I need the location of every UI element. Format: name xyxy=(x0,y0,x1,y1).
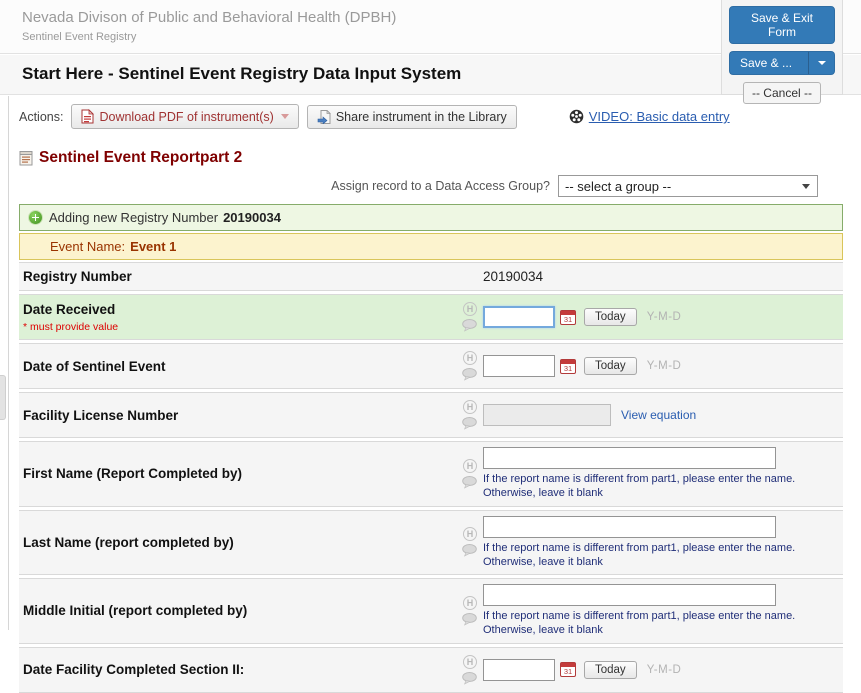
site-header: Nevada Divison of Public and Behavioral … xyxy=(0,0,861,54)
share-instrument-button[interactable]: Share instrument in the Library xyxy=(306,104,517,129)
field-row-first-name: First Name (Report Completed by) H If th… xyxy=(19,441,843,507)
assign-dag-label: Assign record to a Data Access Group? xyxy=(331,179,550,193)
form-title-row: Sentinel Event Reportpart 2 xyxy=(19,149,843,167)
actions-label: Actions: xyxy=(19,109,64,124)
pdf-icon xyxy=(81,109,95,124)
field-note: If the report name is different from par… xyxy=(483,610,796,637)
video-basic-data-entry-link[interactable]: VIDEO: Basic data entry xyxy=(588,109,730,124)
field-label: Middle Initial (report completed by) xyxy=(23,603,248,619)
first-name-input[interactable] xyxy=(483,447,776,469)
calendar-icon[interactable]: 31 xyxy=(560,358,576,374)
adding-record-text: Adding new Registry Number xyxy=(49,210,219,225)
dag-select-value: -- select a group -- xyxy=(565,179,672,194)
comment-icon[interactable] xyxy=(462,319,478,332)
today-button[interactable]: Today xyxy=(584,357,637,375)
field-label: Date of Sentinel Event xyxy=(23,358,166,374)
facility-license-number-input xyxy=(483,404,611,426)
download-pdf-button[interactable]: Download PDF of instrument(s) xyxy=(71,104,299,129)
save-button-panel: Save & Exit Form Save & ... -- Cancel -- xyxy=(721,0,843,104)
adding-record-banner: Adding new Registry Number 20190034 xyxy=(19,204,843,231)
adding-record-number: 20190034 xyxy=(223,210,281,225)
field-row-date-of-sentinel-event: Date of Sentinel Event H 31 Today Y-M-D xyxy=(19,343,843,389)
required-note: * must provide value xyxy=(23,320,119,333)
field-label: Last Name (report completed by) xyxy=(23,534,234,550)
date-of-sentinel-event-input[interactable] xyxy=(483,355,555,377)
field-row-last-name: Last Name (report completed by) H If the… xyxy=(19,509,843,576)
video-link-wrap: VIDEO: Basic data entry xyxy=(569,109,730,124)
download-pdf-label: Download PDF of instrument(s) xyxy=(99,109,274,124)
history-icon[interactable]: H xyxy=(463,595,477,610)
field-row-facility-license-number: Facility License Number H View equation xyxy=(19,392,843,438)
field-rows: Registry Number 20190034 Date Received *… xyxy=(19,262,843,693)
form-content: Actions: Download PDF of instrument(s) xyxy=(8,96,861,693)
page-title: Start Here - Sentinel Event Registry Dat… xyxy=(22,64,462,83)
cancel-button[interactable]: -- Cancel -- xyxy=(743,82,821,104)
chevron-down-icon xyxy=(802,184,810,189)
save-exit-form-button[interactable]: Save & Exit Form xyxy=(729,6,835,44)
page-heading-band: Start Here - Sentinel Event Registry Dat… xyxy=(0,55,861,95)
event-name-banner: Event Name: Event 1 xyxy=(19,233,843,260)
save-split-button: Save & ... xyxy=(729,51,835,75)
share-instrument-label: Share instrument in the Library xyxy=(335,109,507,124)
share-icon xyxy=(317,109,331,124)
calendar-icon[interactable]: 31 xyxy=(560,309,576,325)
assign-dag-row: Assign record to a Data Access Group? --… xyxy=(19,175,843,197)
date-format-label: Y-M-D xyxy=(646,663,682,676)
history-icon[interactable]: H xyxy=(463,527,477,542)
video-icon xyxy=(569,109,584,124)
field-note: If the report name is different from par… xyxy=(483,541,796,568)
history-icon[interactable]: H xyxy=(463,400,477,414)
view-equation-link[interactable]: View equation xyxy=(621,408,697,422)
site-subtitle: Sentinel Event Registry xyxy=(22,31,137,43)
field-label: Date Facility Completed Section II: xyxy=(23,662,245,678)
event-name-label: Event Name: xyxy=(50,239,126,254)
history-icon[interactable]: H xyxy=(463,654,477,669)
comment-icon[interactable] xyxy=(462,671,478,685)
field-label: Facility License Number xyxy=(23,407,179,423)
add-icon xyxy=(29,211,42,224)
today-button[interactable]: Today xyxy=(584,308,637,326)
field-label: Date Received xyxy=(23,301,116,317)
field-note: If the report name is different from par… xyxy=(483,473,796,500)
comment-icon[interactable] xyxy=(462,544,478,558)
chevron-down-icon xyxy=(280,114,289,119)
chevron-down-icon xyxy=(817,61,826,65)
comment-icon[interactable] xyxy=(462,417,478,430)
actions-row: Actions: Download PDF of instrument(s) xyxy=(19,104,843,129)
date-format-label: Y-M-D xyxy=(646,360,682,372)
date-received-input[interactable] xyxy=(483,306,555,328)
field-row-date-facility-completed: Date Facility Completed Section II: H 31… xyxy=(19,646,843,693)
middle-initial-input[interactable] xyxy=(483,584,776,607)
history-icon[interactable]: H xyxy=(463,351,477,365)
field-label: Registry Number xyxy=(23,269,132,284)
calendar-icon[interactable]: 31 xyxy=(560,662,576,678)
site-title: Nevada Divison of Public and Behavioral … xyxy=(22,9,397,26)
registry-number-value: 20190034 xyxy=(483,269,544,284)
event-name-value: Event 1 xyxy=(130,239,177,254)
last-name-input[interactable] xyxy=(483,515,776,538)
comment-icon[interactable] xyxy=(462,612,478,626)
field-label: First Name (Report Completed by) xyxy=(23,466,243,482)
instrument-title: Sentinel Event Reportpart 2 xyxy=(39,149,243,166)
dag-select[interactable]: -- select a group -- xyxy=(558,175,818,197)
field-row-middle-initial: Middle Initial (report completed by) H I… xyxy=(19,578,843,644)
comment-icon[interactable] xyxy=(462,368,478,381)
date-facility-completed-input[interactable] xyxy=(483,658,555,681)
today-button[interactable]: Today xyxy=(584,660,637,679)
history-icon[interactable]: H xyxy=(463,458,477,473)
sidebar-collapse-handle[interactable] xyxy=(0,375,6,420)
date-format-label: Y-M-D xyxy=(646,311,682,323)
form-icon xyxy=(19,150,33,166)
field-row-registry-number: Registry Number 20190034 xyxy=(19,262,843,291)
field-row-date-received: Date Received * must provide value H 31 … xyxy=(19,294,843,340)
history-icon[interactable]: H xyxy=(463,302,477,316)
comment-icon[interactable] xyxy=(462,475,478,489)
save-options-dropdown-button[interactable] xyxy=(809,51,835,75)
save-more-button[interactable]: Save & ... xyxy=(729,51,809,75)
